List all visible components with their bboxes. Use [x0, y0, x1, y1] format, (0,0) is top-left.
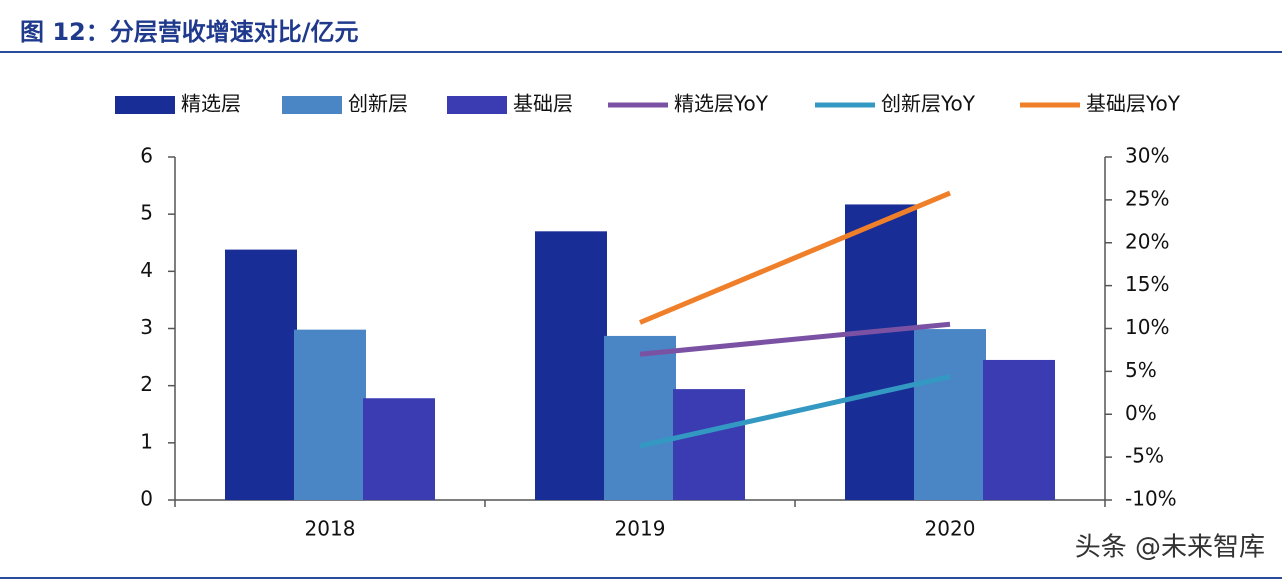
y2-tick-label: 0%: [1125, 401, 1157, 425]
legend-label: 基础层: [513, 92, 573, 116]
bar: [914, 329, 986, 500]
bar: [673, 389, 745, 500]
y-tick-label: 0: [140, 487, 153, 511]
bar: [294, 329, 366, 500]
bar: [604, 335, 676, 500]
y2-tick-label: -5%: [1125, 444, 1164, 468]
legend-label: 精选层YoY: [674, 92, 769, 116]
x-tick-label: 2020: [925, 517, 976, 541]
line-series: [639, 321, 951, 357]
y2-tick-label: 10%: [1125, 315, 1169, 339]
line-series: [639, 374, 951, 449]
chart-title: 图 12：分层营收增速对比/亿元: [20, 18, 359, 46]
y-tick-label: 4: [140, 258, 153, 282]
x-tick-label: 2019: [615, 517, 666, 541]
x-tick-label: 2018: [305, 517, 356, 541]
legend-label: 精选层: [181, 92, 241, 116]
legend-swatch: [447, 96, 507, 114]
legend-swatch: [115, 96, 175, 114]
bar: [983, 359, 1055, 500]
legend-swatch: [282, 96, 342, 114]
legend-label: 创新层: [348, 92, 408, 116]
watermark: 头条 @未来智库: [1075, 533, 1265, 563]
bar: [845, 204, 917, 500]
line-series: [639, 190, 951, 325]
y2-tick-label: 5%: [1125, 358, 1157, 382]
y-tick-label: 2: [140, 372, 153, 396]
legend-label: 创新层YoY: [881, 92, 976, 116]
bar: [363, 398, 435, 500]
legend-label: 基础层YoY: [1086, 92, 1181, 116]
y2-tick-label: 30%: [1125, 144, 1169, 168]
y-tick-label: 6: [140, 144, 153, 168]
y-tick-label: 3: [140, 315, 153, 339]
bar: [535, 231, 607, 501]
y-tick-label: 1: [140, 429, 153, 453]
y2-tick-label: -10%: [1125, 487, 1177, 511]
y2-tick-label: 15%: [1125, 272, 1169, 296]
y2-tick-label: 20%: [1125, 229, 1169, 253]
y-tick-label: 5: [140, 201, 153, 225]
y2-tick-label: 25%: [1125, 186, 1169, 210]
bar: [225, 249, 297, 500]
